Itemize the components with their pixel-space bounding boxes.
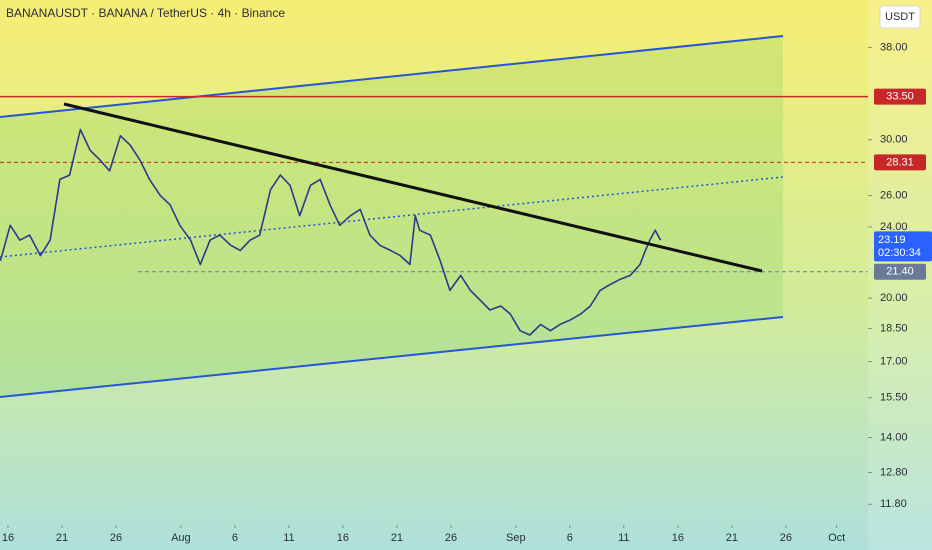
y-tick-label: 20.00 [880,292,908,304]
price-line-label-box [874,88,926,105]
x-tick-label: 21 [726,532,738,544]
y-tick-label: 38.00 [880,41,908,53]
x-tick-label: 6 [567,532,573,544]
y-tick-label: 11.80 [880,498,907,510]
x-tick-label: 11 [283,532,294,544]
y-tick-label: 30.00 [880,134,908,146]
currency: USDT [885,11,915,23]
price-line-label: 21.40 [886,266,914,278]
last-price: 23.19 [878,234,906,246]
x-tick-label: Sep [506,532,526,544]
price-line-label-box [874,263,926,280]
y-tick-label: 26.00 [880,190,908,202]
x-tick-label: 26 [445,532,457,544]
y-tick-label: 17.00 [880,356,908,368]
x-tick-label: Oct [828,532,845,544]
y-tick-label: 14.00 [880,431,908,443]
x-tick-label: 21 [56,532,68,544]
currency-box [879,5,921,29]
y-tick-label: 18.50 [880,322,908,334]
channel-mid [0,176,784,258]
y-tick-label: 24.00 [880,221,908,233]
chart-title: BANANAUSDT · BANANA / TetherUS · 4h · Bi… [6,6,285,20]
price-line-label: 28.31 [886,156,914,168]
trend-line [63,102,763,273]
last-price-box [874,231,932,262]
countdown: 02:30:34 [878,247,921,259]
price-line-label: 33.50 [886,91,914,103]
x-tick-label: 26 [110,532,122,544]
x-tick-label: 16 [337,532,349,544]
x-tick-label: 11 [618,532,629,544]
y-tick-label: 15.50 [880,392,908,404]
y-tick-label: 12.80 [880,466,908,478]
x-tick-label: 16 [672,532,684,544]
price-line-series [0,128,662,336]
x-tick-label: 16 [2,532,14,544]
price-line-label-box [874,154,926,171]
x-tick-label: 6 [232,532,238,544]
x-tick-label: Aug [171,532,191,544]
channel-fill [0,36,783,397]
channel-top [0,35,784,118]
plot [0,95,868,336]
x-tick-label: 26 [780,532,792,544]
x-tick-label: 21 [391,532,403,544]
channel-bottom [0,316,784,398]
